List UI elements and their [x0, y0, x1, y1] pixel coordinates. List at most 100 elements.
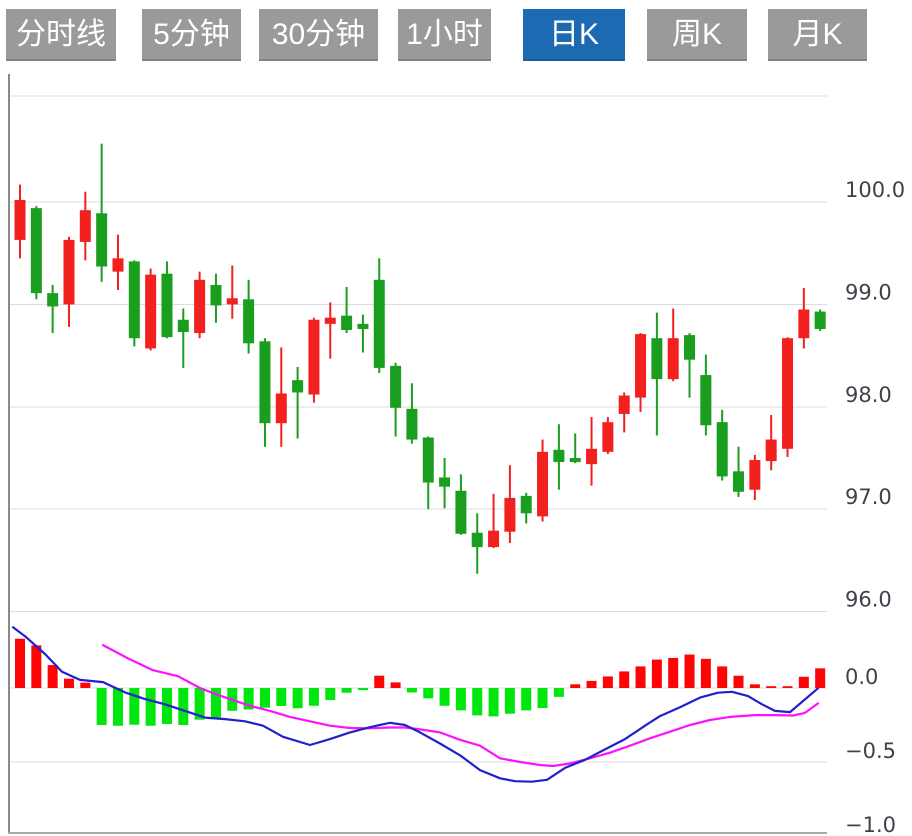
macd-bar-positive	[733, 675, 744, 688]
candle-body	[194, 279, 206, 334]
candle	[602, 417, 614, 454]
candle-body	[667, 338, 679, 380]
macd-bar-positive	[749, 684, 760, 688]
candle-body	[733, 471, 745, 492]
candle-body	[128, 261, 140, 339]
candle-body	[161, 273, 173, 338]
tab-daily-k[interactable]: 日K	[523, 9, 625, 61]
macd-bar-negative	[325, 688, 336, 700]
tab-timeline[interactable]: 分时线	[6, 9, 116, 61]
candle-body	[210, 284, 222, 306]
macd-bar-positive	[47, 665, 58, 688]
macd-bar-positive	[619, 671, 630, 688]
candle-wick	[688, 333, 691, 398]
candle	[537, 439, 549, 522]
candle-body	[700, 375, 712, 426]
macd-bar-negative	[521, 688, 532, 711]
tab-30min[interactable]: 30分钟	[259, 9, 378, 61]
tab-label: 月K	[792, 18, 843, 51]
candle-body	[112, 258, 124, 272]
candle	[96, 143, 108, 282]
candle-body	[798, 309, 810, 339]
macd-bar-positive	[63, 678, 74, 688]
candle	[210, 273, 222, 323]
macd-bar-negative	[455, 688, 466, 711]
candle	[651, 312, 663, 436]
macd-bar-negative	[537, 688, 548, 708]
candle	[406, 383, 418, 444]
macd-bar-positive	[374, 675, 385, 688]
candle	[194, 271, 206, 339]
candle-body	[635, 334, 647, 398]
candle	[422, 436, 434, 510]
candle	[357, 314, 369, 353]
macd-bar-positive	[717, 666, 728, 688]
candle-body	[716, 422, 728, 477]
candle	[586, 417, 598, 486]
macd-bar-negative	[308, 688, 319, 706]
candle	[749, 454, 761, 500]
candle	[635, 333, 647, 412]
candle-body	[749, 460, 761, 490]
candle-wick	[492, 493, 495, 549]
candle	[373, 258, 385, 374]
candle-body	[47, 293, 59, 307]
candle-body	[504, 497, 516, 532]
macd-bar-positive	[766, 686, 777, 688]
candle	[259, 338, 271, 447]
candle	[504, 465, 516, 543]
tab-label: 分时线	[16, 18, 106, 51]
candle-body	[537, 451, 549, 517]
candle-wick	[182, 308, 185, 368]
candle-wick	[100, 143, 103, 282]
tab-monthly-k[interactable]: 月K	[768, 9, 867, 61]
candle-body	[63, 239, 75, 305]
macd-bar-positive	[700, 658, 711, 688]
candle	[765, 414, 777, 471]
candle	[618, 392, 630, 433]
macd-bar-negative	[129, 688, 140, 725]
candle-body	[30, 208, 42, 294]
candle	[455, 474, 467, 535]
tab-1hour[interactable]: 1小时	[398, 9, 491, 61]
dea-line	[101, 643, 820, 768]
candle-wick	[361, 314, 364, 353]
candle	[439, 458, 451, 509]
tab-5min[interactable]: 5分钟	[142, 9, 241, 61]
macd-axis-label: −1.0	[845, 813, 896, 836]
candle-body	[814, 311, 826, 329]
candle	[667, 308, 679, 382]
candle-body	[439, 477, 451, 487]
candle	[716, 409, 728, 481]
candle	[30, 206, 42, 300]
price-axis-label: 100.0	[845, 178, 905, 202]
candle	[324, 302, 336, 359]
candle	[112, 234, 124, 291]
candle	[390, 362, 402, 437]
macd-bar-positive	[798, 676, 809, 688]
macd-bar-positive	[782, 686, 793, 688]
candle-body	[471, 532, 483, 548]
candle-body	[226, 298, 238, 305]
macd-axis-label: −0.5	[845, 739, 896, 763]
candle	[341, 286, 353, 334]
candle-wick	[345, 286, 348, 334]
candle-body	[259, 341, 271, 424]
candle-body	[569, 458, 581, 463]
macd-bar-positive	[31, 645, 42, 688]
tab-label: 30分钟	[271, 18, 366, 51]
price-axis-label: 99.0	[845, 280, 892, 304]
candle	[782, 337, 794, 457]
macd-bar-negative	[406, 688, 417, 693]
candle	[177, 308, 189, 368]
candle	[128, 260, 140, 347]
tab-weekly-k[interactable]: 周K	[647, 9, 747, 61]
macd-bar-negative	[553, 688, 564, 697]
macd-bar-positive	[15, 638, 25, 688]
price-axis-label: 98.0	[845, 383, 892, 407]
macd-bar-positive	[80, 682, 91, 688]
candle	[79, 191, 91, 261]
candle-wick	[296, 366, 299, 439]
candle	[226, 265, 238, 319]
candle-body	[324, 317, 336, 324]
